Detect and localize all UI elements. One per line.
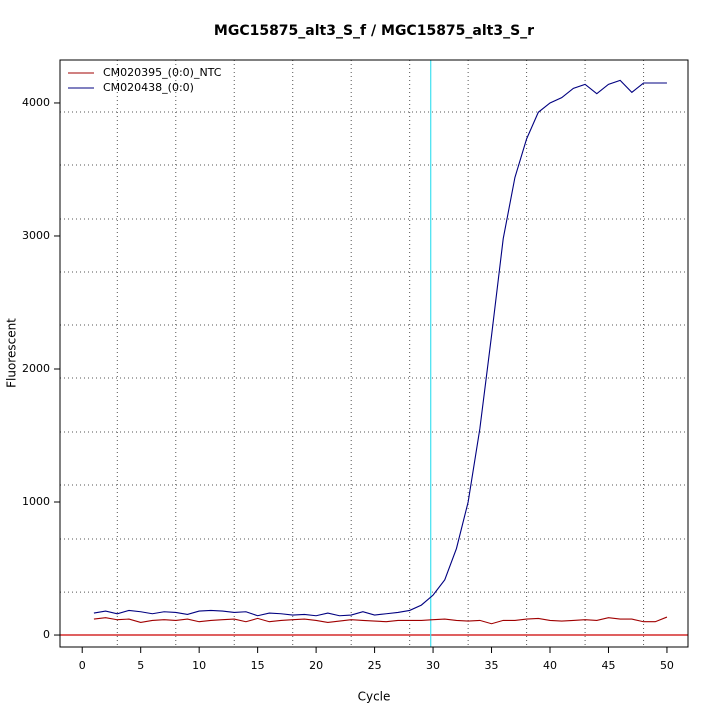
- x-tick-label: 35: [485, 659, 499, 672]
- y-tick-label: 4000: [22, 96, 50, 109]
- legend-label: CM020395_(0:0)_NTC: [103, 66, 222, 79]
- x-tick-label: 25: [368, 659, 382, 672]
- x-tick-label: 45: [601, 659, 615, 672]
- y-tick-label: 0: [43, 628, 50, 641]
- chart-title: MGC15875_alt3_S_f / MGC15875_alt3_S_r: [214, 23, 534, 39]
- x-tick-label: 20: [309, 659, 323, 672]
- x-tick-label: 40: [543, 659, 557, 672]
- x-tick-label: 10: [192, 659, 206, 672]
- x-axis-label: Cycle: [358, 690, 391, 704]
- y-tick-label: 3000: [22, 229, 50, 242]
- y-axis-label: Fluorescent: [5, 318, 19, 388]
- x-tick-label: 5: [137, 659, 144, 672]
- x-tick-label: 30: [426, 659, 440, 672]
- y-tick-label: 1000: [22, 495, 50, 508]
- plot-frame: [59, 59, 689, 648]
- legend-label: CM020438_(0:0): [103, 81, 194, 94]
- x-tick-label: 0: [79, 659, 86, 672]
- y-tick-label: 2000: [22, 362, 50, 375]
- x-tick-label: 15: [251, 659, 265, 672]
- series-line: [93, 79, 667, 617]
- x-tick-label: 50: [660, 659, 674, 672]
- series-line: [93, 616, 668, 625]
